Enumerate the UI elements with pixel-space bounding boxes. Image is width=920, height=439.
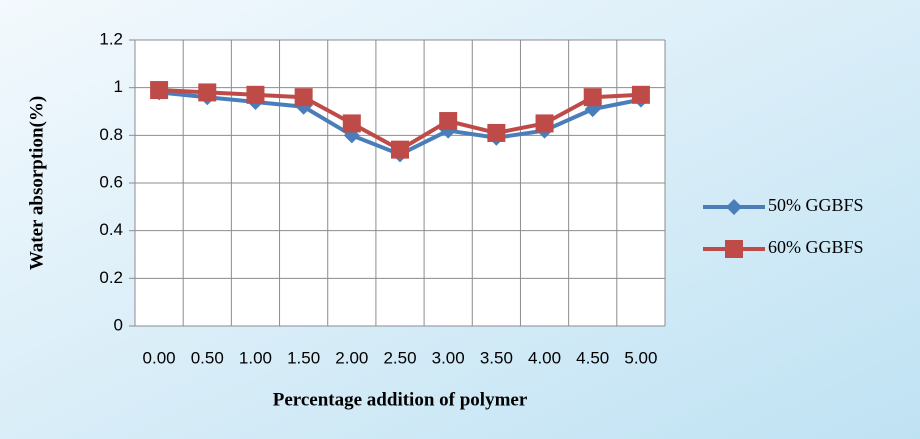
y-tick-label: 1 [114, 77, 123, 96]
x-tick-label: 4.50 [576, 348, 609, 367]
x-tick-label: 2.00 [335, 348, 368, 367]
legend-marker [725, 240, 743, 258]
y-tick-label: 0.4 [99, 220, 123, 239]
x-axis-title: Percentage addition of polymer [273, 389, 528, 410]
x-tick-label: 3.50 [480, 348, 513, 367]
x-tick-label: 3.00 [432, 348, 465, 367]
data-point [631, 85, 650, 104]
x-tick-label: 1.50 [287, 348, 320, 367]
data-point [439, 112, 458, 131]
data-point [343, 127, 360, 144]
data-point [583, 88, 602, 107]
data-point [487, 123, 506, 142]
x-tick-label: 4.00 [528, 348, 561, 367]
y-axis-title: Water absorption(%) [26, 96, 47, 270]
x-tick-label: 0.00 [143, 348, 176, 367]
x-tick-label: 2.50 [383, 348, 416, 367]
legend-label: 50% GGBFS [768, 195, 864, 215]
data-point [150, 81, 169, 100]
data-point [342, 114, 361, 133]
y-tick-label: 1.2 [99, 29, 123, 48]
x-tick-label: 0.50 [191, 348, 224, 367]
y-tick-label: 0 [114, 315, 123, 334]
y-tick-label: 0.6 [99, 172, 123, 191]
legend-label: 60% GGBFS [768, 237, 864, 257]
data-point [294, 88, 313, 107]
data-point [391, 140, 409, 159]
data-point [198, 83, 217, 102]
x-tick-label: 1.00 [239, 348, 272, 367]
legend-marker [726, 199, 742, 215]
data-point [246, 85, 265, 104]
data-point [535, 114, 554, 133]
y-tick-label: 0.8 [99, 125, 123, 144]
y-tick-label: 0.2 [99, 268, 123, 287]
x-tick-label: 5.00 [624, 348, 657, 367]
